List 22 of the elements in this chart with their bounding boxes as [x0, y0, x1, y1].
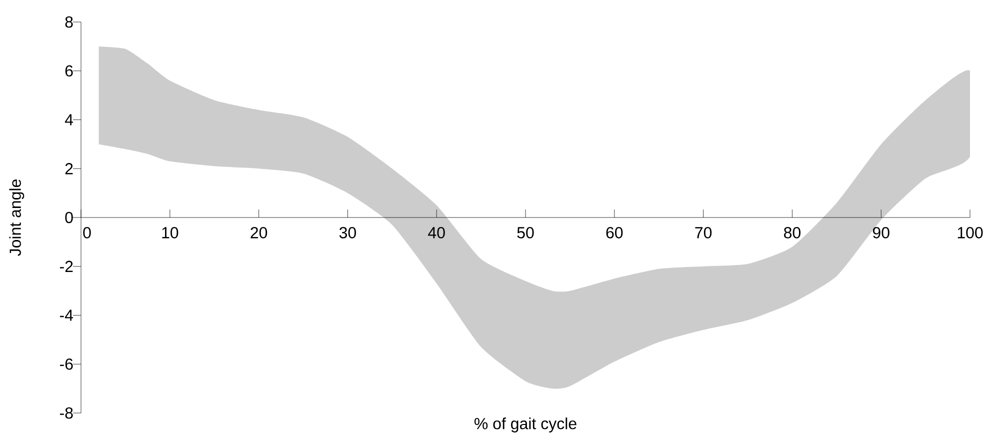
- y-tick-label: 8: [65, 16, 73, 28]
- y-axis-title: Joint angle: [9, 180, 24, 256]
- y-tick-label: -4: [60, 310, 74, 321]
- x-tick-label: 60: [606, 227, 623, 238]
- y-tick-label: 4: [64, 114, 74, 126]
- x-tick-label: 70: [695, 227, 712, 238]
- x-tick-label: 40: [428, 227, 445, 238]
- x-axis-title: % of gait cycle: [474, 418, 576, 432]
- x-tick-label: 50: [517, 227, 534, 238]
- x-tick-label: 80: [784, 227, 800, 238]
- x-tick-label: 100: [958, 227, 983, 238]
- x-tick-label: 90: [872, 227, 890, 238]
- y-tick-label: 6: [65, 65, 73, 77]
- x-tick-label: 10: [162, 227, 178, 238]
- y-tick-label: -2: [60, 260, 73, 272]
- x-tick-label: 0: [83, 227, 91, 238]
- x-tick-label: 20: [250, 227, 268, 238]
- y-tick-label: 2: [65, 163, 73, 174]
- y-tick-label: -6: [60, 358, 73, 370]
- y-tick-label: 0: [65, 212, 73, 224]
- x-tick-label: 30: [339, 227, 356, 238]
- y-tick-label: -8: [60, 407, 73, 419]
